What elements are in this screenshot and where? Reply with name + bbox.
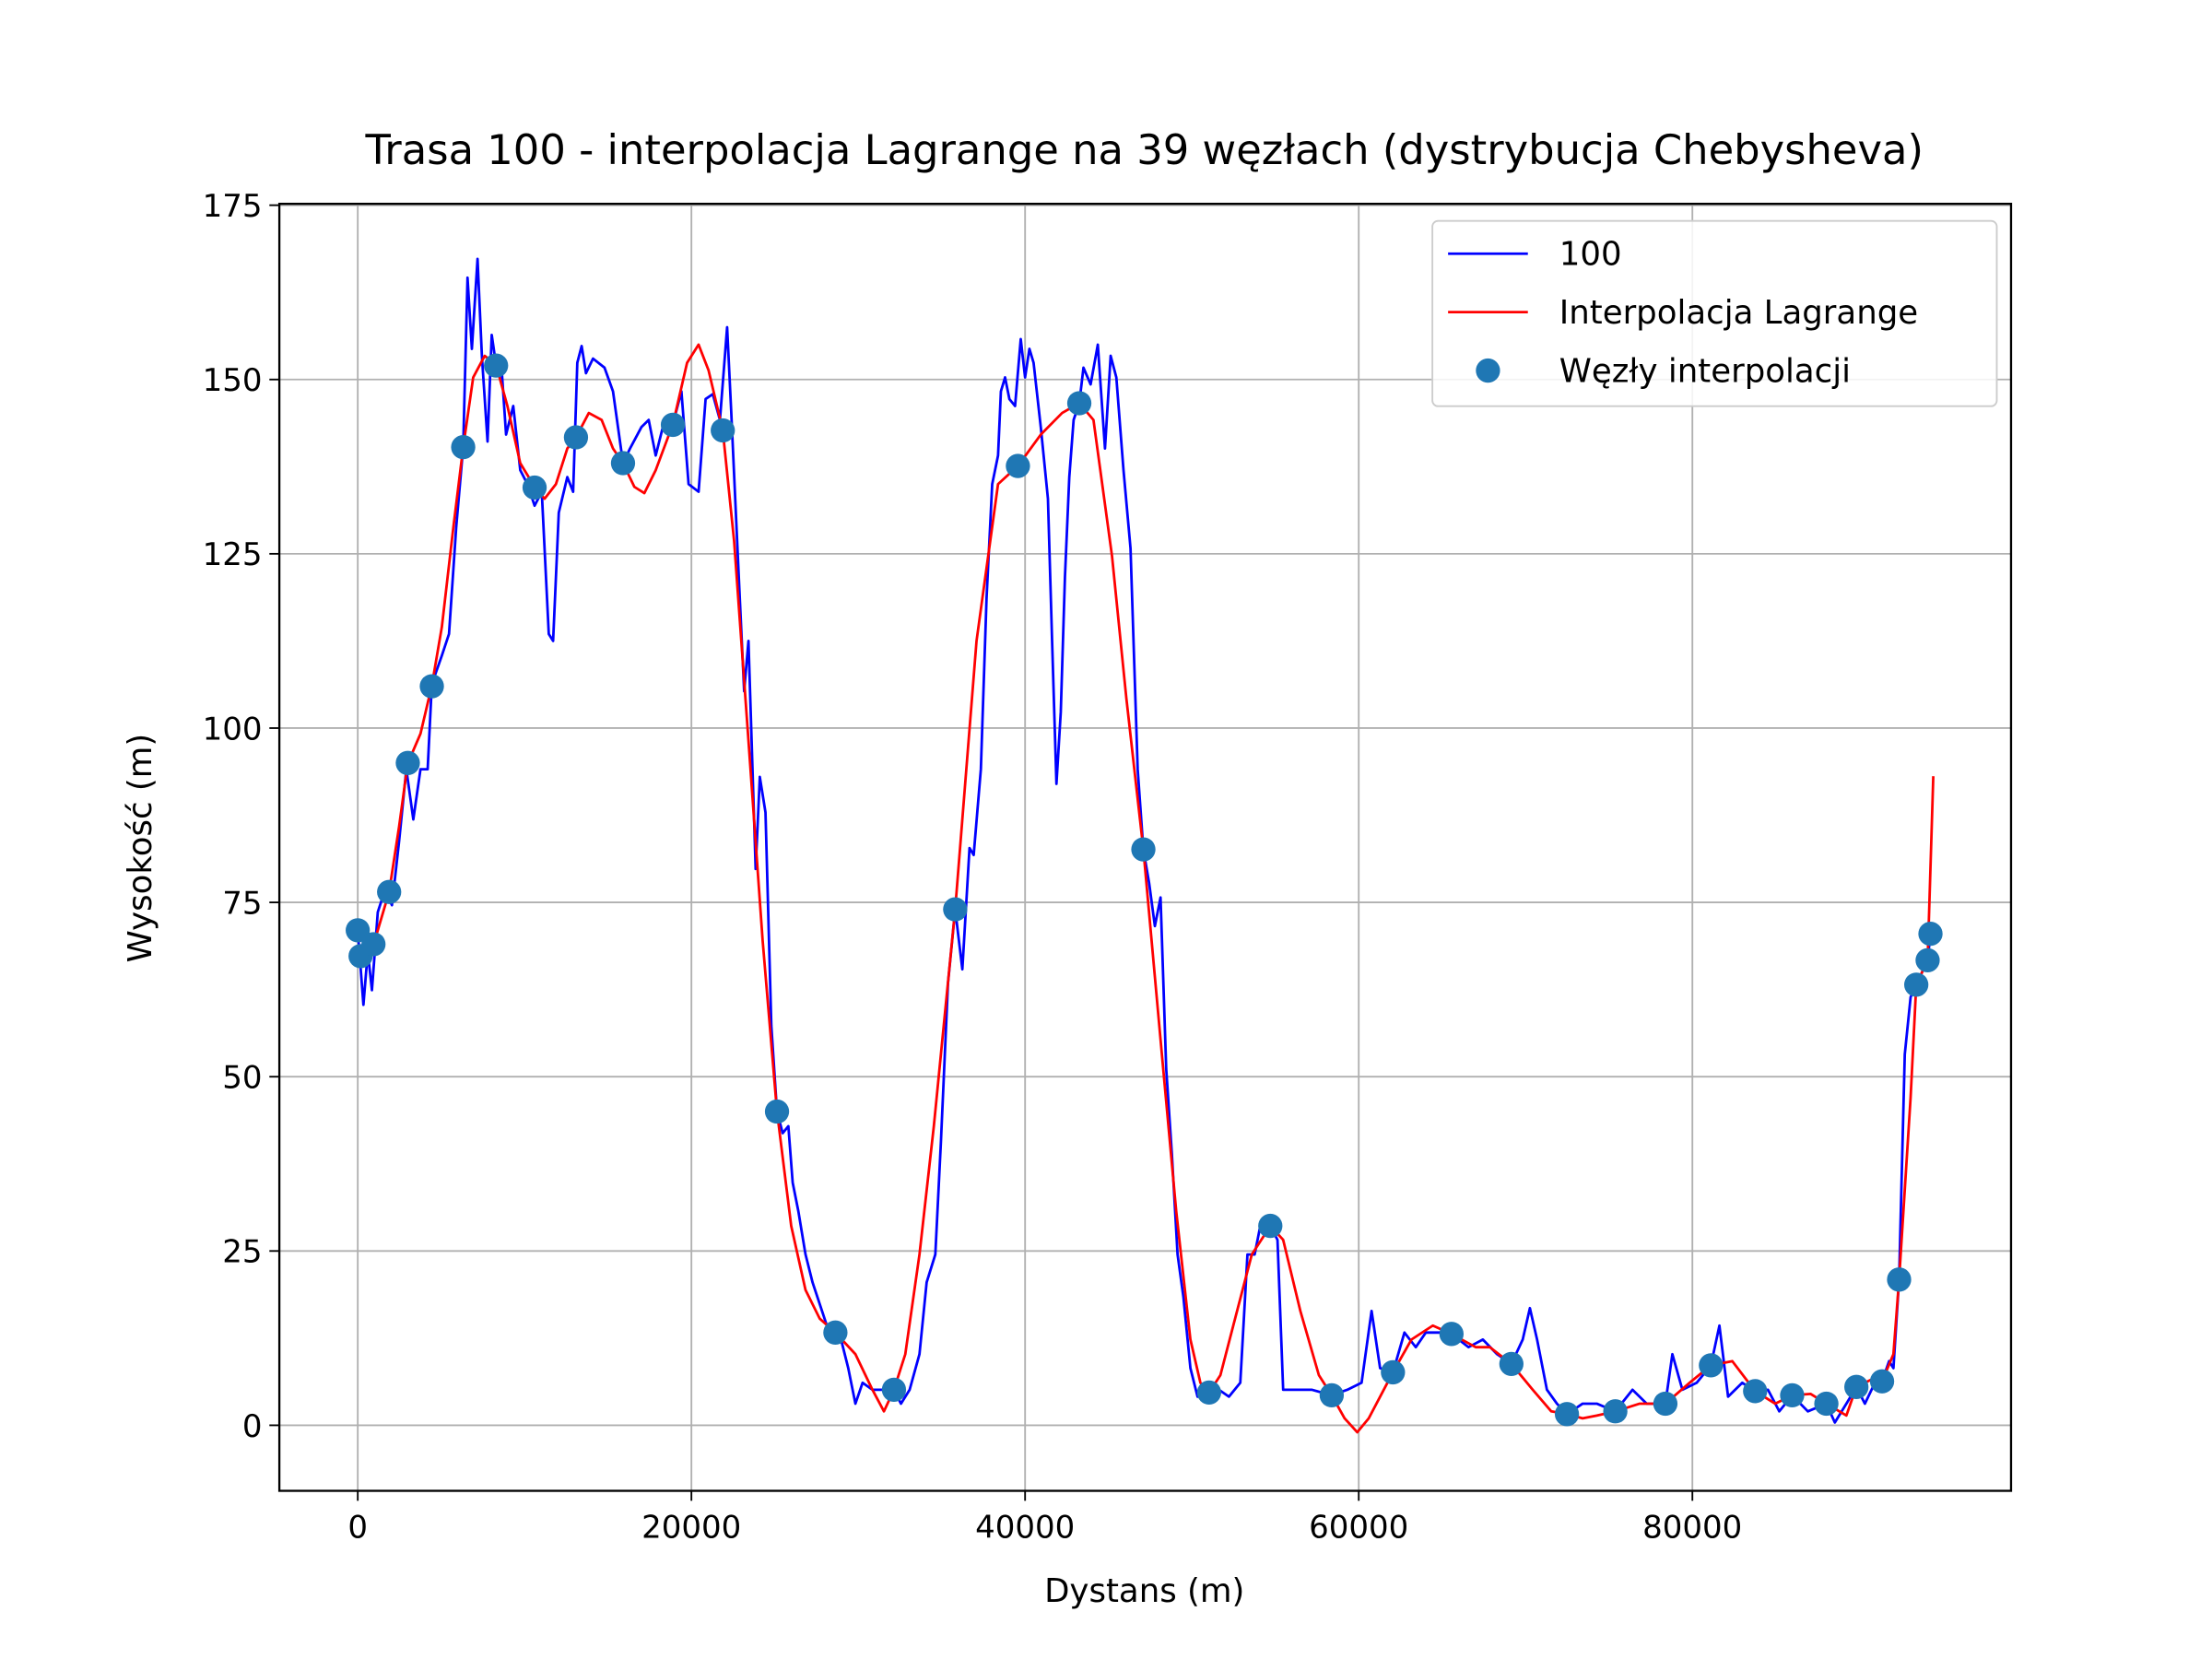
data-point xyxy=(1381,1359,1406,1385)
data-point xyxy=(346,918,371,943)
y-tick-label: 150 xyxy=(203,362,263,399)
data-point xyxy=(1887,1267,1912,1292)
chart-title: Trasa 100 - interpolacja Lagrange na 39 … xyxy=(365,125,1924,174)
data-point xyxy=(881,1377,907,1402)
data-point xyxy=(361,932,386,957)
data-point xyxy=(1439,1322,1465,1347)
x-tick-label: 20000 xyxy=(641,1510,741,1547)
data-point xyxy=(1699,1353,1724,1378)
data-point xyxy=(1319,1382,1345,1408)
data-point xyxy=(610,451,636,476)
data-point xyxy=(1814,1391,1839,1417)
data-point xyxy=(1869,1369,1895,1394)
x-tick-label: 80000 xyxy=(1642,1510,1742,1547)
data-point xyxy=(419,674,444,699)
data-point xyxy=(711,418,735,443)
data-point xyxy=(1258,1213,1283,1239)
data-point xyxy=(823,1320,848,1345)
x-tick-label: 40000 xyxy=(975,1510,1075,1547)
y-axis-label: Wysokość (m) xyxy=(122,734,159,963)
data-point xyxy=(1918,921,1943,947)
data-point xyxy=(522,475,547,500)
data-point xyxy=(1066,391,1092,416)
data-point xyxy=(1131,837,1156,862)
legend-label: Interpolacja Lagrange xyxy=(1559,294,1918,332)
y-tick-label: 0 xyxy=(242,1408,263,1445)
legend-label: 100 xyxy=(1559,236,1622,274)
y-tick-label: 25 xyxy=(222,1234,262,1271)
data-point xyxy=(1780,1382,1805,1408)
y-tick-label: 75 xyxy=(222,885,262,922)
data-point xyxy=(1844,1374,1869,1399)
plot-area xyxy=(346,257,1943,1434)
x-axis-label: Dystans (m) xyxy=(1044,1572,1244,1610)
data-point xyxy=(395,750,420,775)
y-tick-label: 50 xyxy=(222,1060,262,1097)
x-tick-label: 60000 xyxy=(1309,1510,1408,1547)
data-point xyxy=(1006,453,1030,478)
y-tick-label: 175 xyxy=(203,188,263,225)
legend-box xyxy=(1431,219,1998,407)
data-point xyxy=(377,879,402,904)
data-point xyxy=(484,353,509,378)
data-point xyxy=(1196,1380,1221,1406)
data-point xyxy=(451,434,476,460)
data-point xyxy=(1554,1402,1580,1427)
y-tick-label: 125 xyxy=(203,536,263,573)
plot-frame xyxy=(277,202,2013,1492)
data-point xyxy=(1915,947,1940,973)
data-point xyxy=(943,897,968,922)
y-tick-label: 100 xyxy=(203,711,263,747)
data-point xyxy=(1904,972,1929,997)
data-point xyxy=(1653,1391,1678,1417)
data-point xyxy=(1603,1399,1628,1424)
data-point xyxy=(764,1099,790,1124)
legend-label: Węzły interpolacji xyxy=(1559,352,1851,390)
x-tick-label: 0 xyxy=(347,1510,368,1547)
data-point xyxy=(660,412,686,438)
legend-marker xyxy=(1476,358,1500,383)
data-point xyxy=(1743,1379,1768,1404)
data-point xyxy=(1499,1351,1524,1376)
data-point xyxy=(563,425,589,450)
legend: 100 Interpolacja Lagrange Węzły interpolac… xyxy=(1431,219,1998,407)
